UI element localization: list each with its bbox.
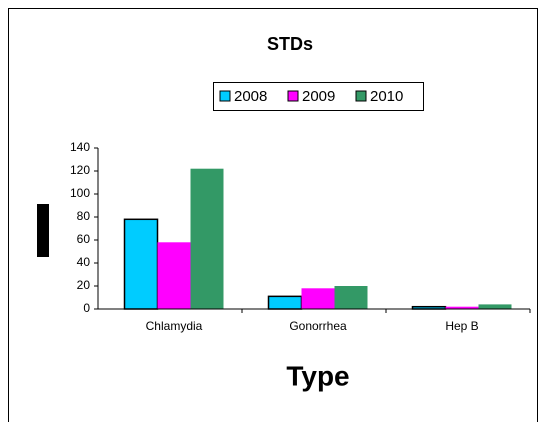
y-tick-label: 0 [83,301,90,315]
x-tick-label: Gonorrhea [289,319,347,333]
x-axis-label: Type [286,360,349,391]
legend-label: 2008 [234,88,267,105]
legend-swatch [219,90,231,102]
bar [334,286,368,309]
y-tick-label: 140 [70,140,90,154]
bar [267,295,303,310]
legend-label: 2009 [302,88,335,105]
frame [8,8,538,422]
bar [157,242,191,309]
legend [213,82,424,111]
legend-label: 2010 [370,88,403,105]
y-tick-label: 80 [77,209,91,223]
y-tick-label: 60 [77,232,91,246]
bar [445,306,479,309]
bar [123,218,159,310]
x-tick-label: Chlamydia [146,319,203,333]
y-tick-label: 40 [77,255,91,269]
chart-title: STDs [267,34,313,54]
bar [478,304,512,309]
y-tick-label: 100 [70,186,90,200]
y-axis-label-block [37,204,49,257]
legend-swatch [355,90,367,102]
legend-swatch [287,90,299,102]
bar [301,288,335,309]
y-tick-label: 20 [77,278,91,292]
bar [190,168,224,309]
x-tick-label: Hep B [445,319,478,333]
y-tick-label: 120 [70,163,90,177]
